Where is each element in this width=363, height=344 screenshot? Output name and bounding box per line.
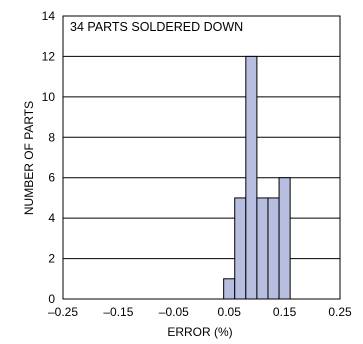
histogram-bar (267, 197, 280, 300)
y-tick-labels: 0 2 4 6 8 10 12 14 (42, 9, 56, 306)
x-tick-label: –0.25 (48, 305, 78, 319)
x-tick-label: 0.15 (273, 305, 297, 319)
gridlines (63, 55, 340, 260)
y-tick-label: 4 (48, 211, 55, 225)
x-tick-labels: –0.25 –0.15 –0.05 0.05 0.15 0.25 (48, 305, 352, 319)
plot-frame (62, 15, 341, 300)
histogram-bar (245, 55, 258, 300)
y-axis-label: NUMBER OF PARTS (22, 101, 36, 215)
histogram-bar (278, 177, 291, 300)
x-axis-label: ERROR (%) (167, 325, 232, 339)
histogram-bar (256, 197, 269, 300)
y-tick-label: 14 (42, 9, 56, 23)
y-tick-label: 2 (48, 252, 55, 266)
y-tick-label: 6 (48, 171, 55, 185)
histogram-bar (234, 197, 247, 300)
y-tick-label: 8 (48, 130, 55, 144)
histogram-bar (223, 278, 236, 300)
x-tick-label: –0.05 (159, 305, 189, 319)
x-tick-label: –0.15 (103, 305, 133, 319)
x-tick-label: 0.05 (218, 305, 242, 319)
y-tick-label: 12 (42, 49, 56, 63)
chart-annotation: 34 PARTS SOLDERED DOWN (70, 20, 243, 34)
y-tick-label: 10 (42, 90, 56, 104)
y-tick-label: 0 (48, 292, 55, 306)
x-tick-label: 0.25 (328, 305, 352, 319)
